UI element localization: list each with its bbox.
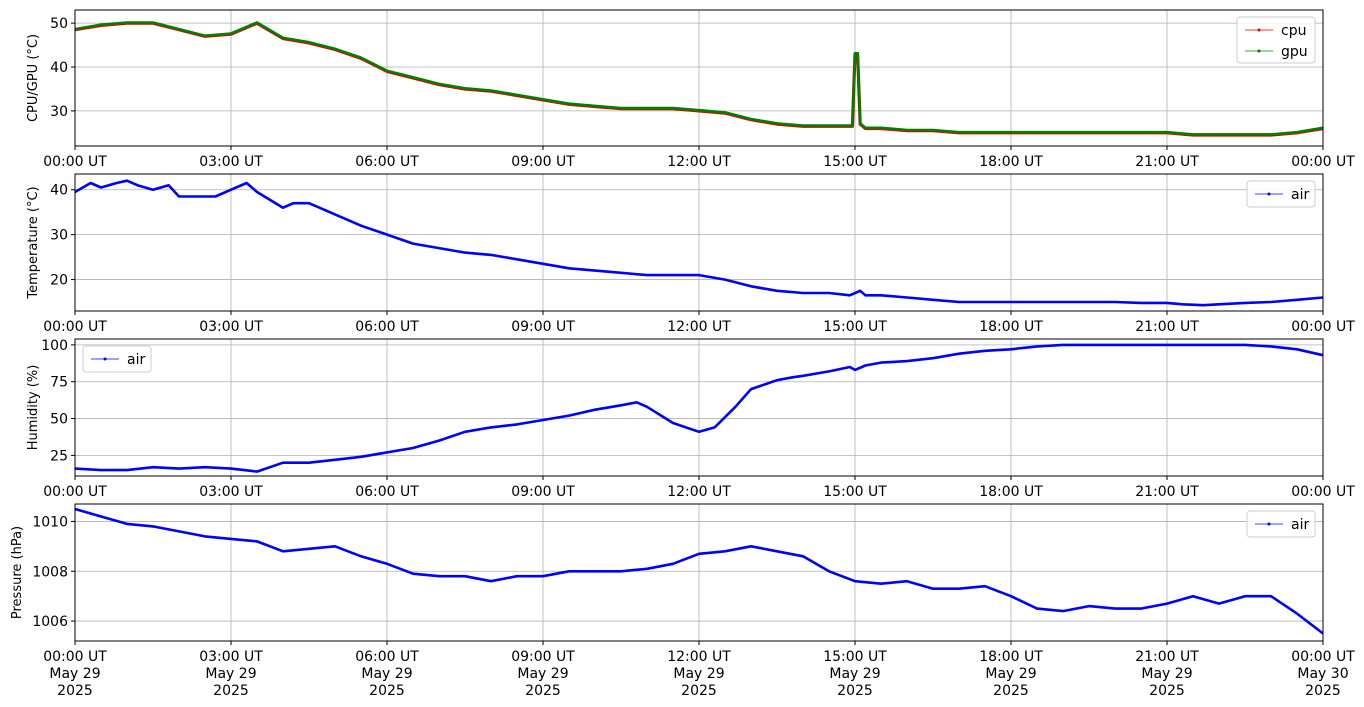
y-tick-label: 40: [50, 60, 68, 76]
legend-label-gpu: gpu: [1281, 44, 1308, 60]
x-tick-label: 00:00 UT: [43, 649, 107, 665]
y-tick-label: 1006: [32, 614, 68, 630]
x-tick-label: 21:00 UT: [1135, 649, 1199, 665]
x-tick-label: 06:00 UT: [355, 649, 419, 665]
x-tick-label: 12:00 UT: [667, 649, 731, 665]
y-tick-label: 20: [50, 273, 68, 289]
x-tick-label: 00:00 UT: [1291, 484, 1355, 500]
x-tick-label: 03:00 UT: [199, 154, 263, 170]
panel-3: 25 50 75 100 00:00 UT 03:00 UT 06:00 UT 09:00 U…: [26, 338, 1355, 500]
x-tick-label: 06:00 UT: [355, 319, 419, 335]
x-tick-label: May 30: [1297, 666, 1348, 682]
x-tick-label: 15:00 UT: [823, 649, 887, 665]
x-tick-label: 06:00 UT: [355, 154, 419, 170]
legend-marker-gpu: [1257, 49, 1261, 53]
legend: air: [82, 345, 152, 373]
x-tick-label: 2025: [525, 683, 561, 699]
x-tick-label: 2025: [213, 683, 249, 699]
legend-marker-air: [103, 357, 107, 361]
x-tick-label: 00:00 UT: [43, 154, 107, 170]
panel-2: 20 30 40 00:00 UT 03:00 UT 06:00 UT 09:00 UT 12…: [26, 173, 1355, 335]
x-tick-label: 15:00 UT: [823, 319, 887, 335]
legend: cpu gpu: [1236, 16, 1316, 64]
x-tick-label: 15:00 UT: [823, 154, 887, 170]
legend-marker-air: [1267, 192, 1271, 196]
x-tick-label: 21:00 UT: [1135, 154, 1199, 170]
x-tick-label: 12:00 UT: [667, 154, 731, 170]
x-tick-label: 03:00 UT: [199, 484, 263, 500]
x-tick-label: May 29: [673, 666, 724, 682]
x-tick-label: 03:00 UT: [199, 649, 263, 665]
series-air-line: [74, 507, 1324, 635]
x-tick-label: 21:00 UT: [1135, 484, 1199, 500]
y-tick-label: 25: [50, 448, 68, 464]
x-tick-label: May 29: [205, 666, 256, 682]
y-tick-label: 30: [50, 104, 68, 120]
x-tick-label: 18:00 UT: [979, 319, 1043, 335]
legend-label-air: air: [1291, 517, 1309, 533]
x-tick-label: May 29: [49, 666, 100, 682]
y-tick-label: 1008: [32, 564, 68, 580]
y-tick-label: 1010: [32, 514, 68, 530]
x-tick-label: May 29: [829, 666, 880, 682]
series-air-line: [74, 179, 1324, 307]
legend-label-cpu: cpu: [1281, 23, 1306, 39]
x-tick-label: May 29: [1141, 666, 1192, 682]
x-tick-label: May 29: [361, 666, 412, 682]
x-tick-label: 06:00 UT: [355, 484, 419, 500]
x-tick-label: 2025: [1149, 683, 1185, 699]
legend-marker-air: [1267, 522, 1271, 526]
x-tick-label: 2025: [837, 683, 873, 699]
x-tick-label: 2025: [993, 683, 1029, 699]
y-tick-label: 40: [50, 183, 68, 199]
x-tick-label: 2025: [369, 683, 405, 699]
x-tick-label: 00:00 UT: [43, 319, 107, 335]
x-tick-label: 00:00 UT: [43, 484, 107, 500]
x-tick-label: 00:00 UT: [1291, 319, 1355, 335]
y-tick-label: 50: [50, 16, 68, 32]
x-tick-label: 00:00 UT: [1291, 154, 1355, 170]
x-tick-label: 2025: [1305, 683, 1341, 699]
legend: air: [1246, 180, 1316, 208]
x-tick-label: 03:00 UT: [199, 319, 263, 335]
x-tick-label: 18:00 UT: [979, 484, 1043, 500]
x-tick-label: 15:00 UT: [823, 484, 887, 500]
y-axis-label: Pressure (hPa): [10, 526, 25, 619]
x-tick-label: 09:00 UT: [511, 649, 575, 665]
legend: air: [1246, 510, 1316, 538]
x-tick-label: 09:00 UT: [511, 319, 575, 335]
x-tick-label: 2025: [57, 683, 93, 699]
y-tick-label: 75: [50, 375, 68, 391]
y-tick-label: 30: [50, 228, 68, 244]
x-tick-label: 2025: [681, 683, 717, 699]
x-tick-label: 12:00 UT: [667, 484, 731, 500]
legend-label-air: air: [1291, 187, 1309, 203]
panel-1: 30 40 50 00:00 UT 03:00 UT 06:00 UT 09:00 UT 12…: [26, 9, 1355, 170]
legend-marker-cpu: [1257, 28, 1261, 32]
legend-label-air: air: [127, 352, 145, 368]
x-tick-label: 00:00 UT: [1291, 649, 1355, 665]
series-gpu-line: [74, 21, 1324, 136]
y-tick-label: 100: [41, 338, 68, 354]
x-tick-label: 21:00 UT: [1135, 319, 1199, 335]
x-tick-label: 09:00 UT: [511, 154, 575, 170]
x-tick-label: May 29: [517, 666, 568, 682]
x-tick-label: 12:00 UT: [667, 319, 731, 335]
y-axis-label: Humidity (%): [26, 365, 41, 451]
x-tick-label: 09:00 UT: [511, 484, 575, 500]
legend-box: [1236, 16, 1316, 64]
x-tick-label: May 29: [985, 666, 1036, 682]
x-tick-label: 18:00 UT: [979, 154, 1043, 170]
y-axis-label: CPU/GPU (°C): [26, 34, 41, 122]
y-tick-label: 50: [50, 412, 68, 428]
series-air-line: [74, 343, 1324, 473]
x-tick-label: 18:00 UT: [979, 649, 1043, 665]
y-axis-label: Temperature (°C): [26, 186, 41, 299]
